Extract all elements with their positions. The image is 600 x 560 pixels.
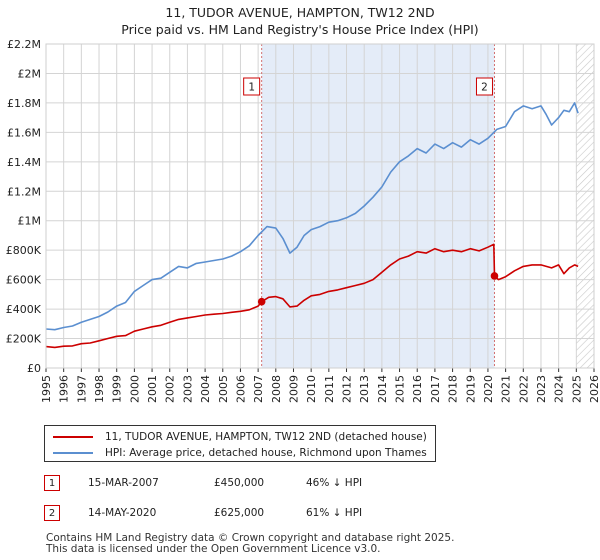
x-tick-label: 2014 [376, 375, 389, 403]
forecast-hatch-region [576, 44, 594, 368]
x-tick-label: 2008 [270, 375, 283, 403]
x-tick-label: 2026 [588, 375, 600, 403]
y-tick-label: £1.2M [7, 185, 41, 198]
y-tick-label: £200K [6, 333, 42, 346]
x-tick-label: 1997 [75, 375, 88, 403]
sale-date: 15-MAR-2007 [88, 477, 159, 489]
footer: Contains HM Land Registry data © Crown c… [46, 533, 454, 555]
sale-hpi-diff: 61% ↓ HPI [306, 507, 363, 519]
legend: 11, TUDOR AVENUE, HAMPTON, TW12 2ND (det… [44, 425, 436, 462]
x-tick-label: 2007 [252, 375, 265, 403]
chart-title: 11, TUDOR AVENUE, HAMPTON, TW12 2ND [165, 5, 435, 20]
x-tick-label: 2021 [500, 375, 513, 403]
x-tick-label: 2017 [429, 375, 442, 403]
sale-price: £450,000 [214, 477, 265, 489]
chart-subtitle: Price paid vs. HM Land Registry's House … [121, 22, 479, 37]
x-tick-label: 2013 [358, 375, 371, 403]
y-tick-label: £2.2M [7, 38, 41, 51]
x-tick-label: 2005 [217, 375, 230, 403]
plot-border [45, 43, 595, 369]
x-tick-label: 1998 [93, 375, 106, 403]
x-tick-label: 2010 [305, 375, 318, 403]
hpi-line [46, 102, 579, 331]
x-tick-label: 2006 [234, 375, 247, 403]
x-tick-label: 2022 [517, 375, 530, 403]
x-tick-label: 2023 [535, 375, 548, 403]
sale-badge: 2 [44, 505, 60, 521]
property-price-line [46, 243, 579, 349]
sale-point [490, 272, 499, 280]
legend-label-hpi: HPI: Average price, detached house, Rich… [105, 447, 427, 459]
legend-swatch-hpi [53, 452, 93, 454]
sale-date: 14-MAY-2020 [88, 507, 157, 519]
x-tick-label: 2015 [394, 375, 407, 403]
x-tick-label: 2024 [553, 375, 566, 403]
y-tick-label: £0 [27, 362, 41, 375]
x-tick-label: 1996 [58, 375, 71, 403]
y-tick-label: £800K [6, 244, 42, 257]
sale-badge-label: 2 [481, 82, 488, 94]
footer-licence: This data is licensed under the Open Gov… [46, 543, 381, 555]
y-tick-label: £2M [18, 67, 42, 80]
x-tick-label: 2001 [146, 375, 159, 403]
sale-badge: 1 [44, 475, 60, 491]
x-tick-label: 2003 [181, 375, 194, 403]
x-tick-label: 2016 [411, 375, 424, 403]
legend-item-property: 11, TUDOR AVENUE, HAMPTON, TW12 2ND (det… [53, 429, 427, 445]
sale-badge-box [475, 77, 493, 96]
x-tick-label: 2012 [341, 375, 354, 403]
x-tick-label: 2018 [447, 375, 460, 403]
x-tick-label: 2000 [128, 375, 141, 403]
x-tick-label: 2020 [482, 375, 495, 403]
y-tick-label: £1.4M [7, 156, 41, 169]
x-tick-label: 2025 [570, 375, 583, 403]
price-chart: £0 £200K £400K £600K £800K £1M £1.2M £1.4M £1.6M… [6, 38, 600, 403]
y-tick-label: £1.6M [7, 126, 41, 139]
y-tick-label: £600K [6, 274, 42, 287]
x-tick-label: 1999 [111, 375, 124, 403]
sale-badge-label: 1 [248, 82, 255, 94]
legend-item-hpi: HPI: Average price, detached house, Rich… [53, 445, 427, 461]
sale-price: £625,000 [214, 507, 265, 519]
legend-label-property: 11, TUDOR AVENUE, HAMPTON, TW12 2ND (det… [105, 431, 427, 443]
x-tick-label: 1995 [40, 375, 53, 403]
y-tick-label: £1.8M [7, 97, 41, 110]
sale-point [257, 297, 266, 306]
sale-badge-box [243, 77, 261, 96]
highlight-region [261, 44, 495, 368]
y-tick-label: £1M [18, 215, 42, 228]
x-tick-label: 2019 [464, 375, 477, 403]
legend-swatch-property [53, 436, 93, 438]
x-tick-label: 2004 [199, 375, 212, 403]
chart-title-block: 11, TUDOR AVENUE, HAMPTON, TW12 2ND Pric… [0, 4, 600, 38]
x-tick-label: 2009 [287, 375, 300, 403]
y-tick-label: £400K [6, 303, 42, 316]
sale-hpi-diff: 46% ↓ HPI [306, 477, 363, 489]
x-tick-label: 2011 [323, 375, 336, 403]
footer-copyright: Contains HM Land Registry data © Crown c… [46, 532, 455, 544]
x-tick-label: 2002 [164, 375, 177, 403]
